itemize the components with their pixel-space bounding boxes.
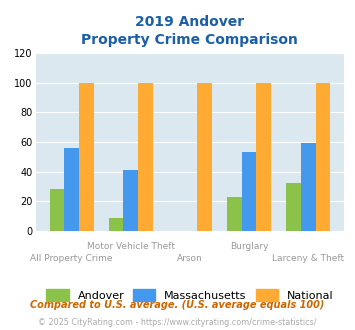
Legend: Andover, Massachusetts, National: Andover, Massachusetts, National	[42, 285, 338, 305]
Bar	[124, 170, 138, 231]
Text: Arson: Arson	[177, 254, 203, 263]
Text: Motor Vehicle Theft: Motor Vehicle Theft	[87, 242, 175, 251]
Bar	[242, 152, 256, 231]
Text: © 2025 CityRating.com - https://www.cityrating.com/crime-statistics/: © 2025 CityRating.com - https://www.city…	[38, 318, 317, 327]
Bar	[138, 82, 153, 231]
Title: 2019 Andover
Property Crime Comparison: 2019 Andover Property Crime Comparison	[82, 15, 298, 48]
Bar	[197, 82, 212, 231]
Bar	[286, 183, 301, 231]
Bar	[50, 189, 64, 231]
Bar	[227, 197, 242, 231]
Text: Burglary: Burglary	[230, 242, 268, 251]
Bar	[109, 218, 124, 231]
Text: Larceny & Theft: Larceny & Theft	[272, 254, 344, 263]
Text: All Property Crime: All Property Crime	[31, 254, 113, 263]
Bar	[301, 144, 316, 231]
Text: Compared to U.S. average. (U.S. average equals 100): Compared to U.S. average. (U.S. average …	[30, 300, 325, 310]
Bar	[256, 82, 271, 231]
Bar	[64, 148, 79, 231]
Bar	[79, 82, 94, 231]
Bar	[316, 82, 330, 231]
